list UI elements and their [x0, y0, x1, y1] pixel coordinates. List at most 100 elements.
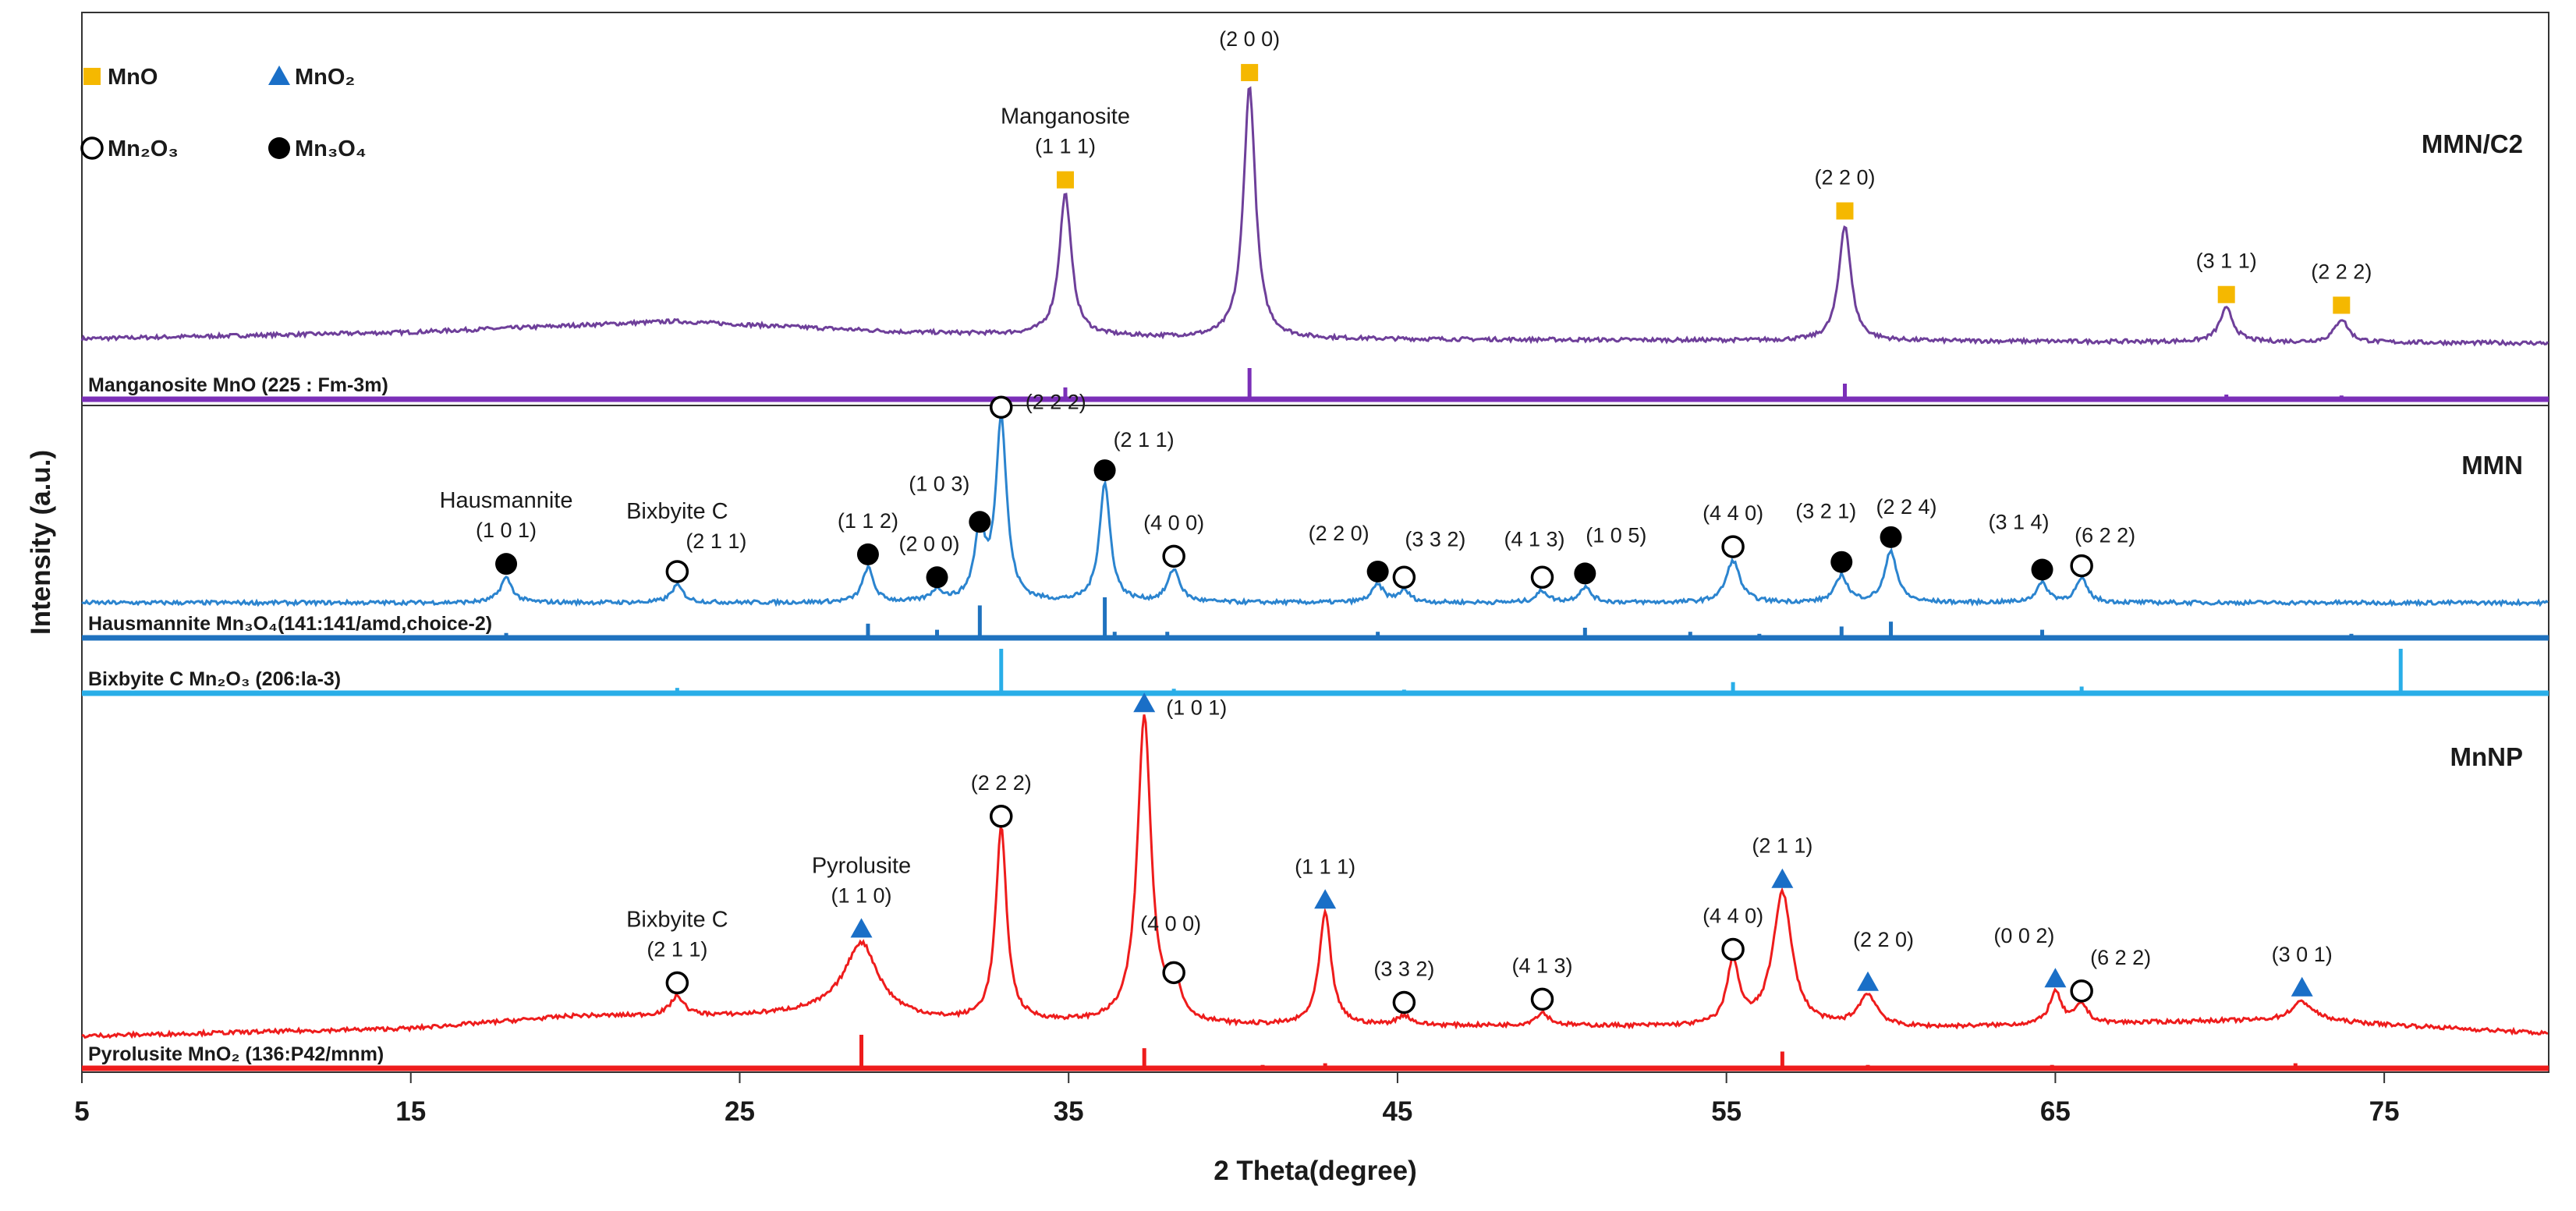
trace-mnnp — [81, 714, 2549, 1039]
mn2o3-open-circle-marker — [2070, 979, 2093, 1003]
peak-label: (2 2 4) — [1876, 495, 1937, 519]
mn2o3-open-circle-marker — [989, 805, 1013, 828]
phase-label: Manganosite — [1001, 104, 1130, 129]
mn3o4-filled-circle-marker — [2031, 558, 2053, 581]
x-tick-label: 45 — [1382, 1096, 1412, 1127]
peak-label: (1 1 1) — [1035, 135, 1096, 158]
mn2o3-open-circle-marker — [80, 136, 104, 160]
peak-label: (1 0 3) — [909, 472, 969, 495]
peak-label: (2 1 1) — [647, 937, 707, 961]
mn3o4-filled-circle-marker — [969, 511, 991, 533]
peak-label: (4 4 0) — [1703, 904, 1763, 927]
peak-label: (3 1 1) — [2196, 250, 2257, 273]
mn2o3-open-circle-marker — [1162, 544, 1185, 568]
mno-square-marker — [1056, 171, 1074, 189]
mn3o4-filled-circle-marker — [856, 543, 879, 565]
x-axis-label: 2 Theta(degree) — [1214, 1156, 1417, 1186]
peak-label: (2 2 2) — [971, 771, 1032, 795]
peak-label: (1 0 1) — [1166, 696, 1227, 719]
mno2-triangle-marker — [1314, 889, 1337, 909]
x-tick-label: 5 — [74, 1096, 89, 1127]
peak-label: (1 1 1) — [1295, 855, 1355, 878]
legend: MnO MnO₂ Mn₂O₃ Mn₃O₄ — [80, 65, 367, 161]
peak-label: (0 0 2) — [1993, 924, 2054, 947]
peak-annotations: MMN/C2 Manganosite MnO (225 : Fm-3m) (1 1 … — [88, 27, 2523, 1065]
reference-name: Pyrolusite MnO₂ (136:P42/mnm) — [88, 1043, 384, 1065]
reference-name: Hausmannite Mn₃O₄(141:141/amd,choice-2) — [88, 613, 492, 635]
x-tick-label: 55 — [1711, 1096, 1742, 1127]
mno2-triangle-marker — [2044, 968, 2067, 988]
mn3o4-filled-circle-marker — [268, 137, 290, 159]
phase-label: Pyrolusite — [812, 853, 911, 878]
mn2o3-open-circle-marker — [1530, 987, 1554, 1011]
peak-label: (2 1 1) — [686, 529, 746, 553]
peak-label: (2 0 0) — [898, 532, 959, 555]
sample-traces — [80, 86, 2549, 1039]
mno-square-marker — [2217, 285, 2235, 303]
mno2-triangle-marker — [1857, 971, 1880, 991]
mno-square-marker — [1241, 64, 1259, 82]
mn3o4-filled-circle-marker — [1880, 526, 1902, 548]
peak-label: (4 0 0) — [1140, 912, 1201, 935]
peak-label: (2 2 0) — [1309, 522, 1369, 545]
legend-label: MnO₂ — [295, 65, 355, 90]
peak-label: (2 1 1) — [1752, 834, 1812, 858]
peak-label: (2 0 0) — [1219, 27, 1280, 51]
legend-label: Mn₃O₄ — [295, 136, 367, 161]
mn2o3-open-circle-marker — [1162, 961, 1185, 985]
x-tick-label: 15 — [395, 1096, 426, 1127]
plot-border — [81, 12, 2549, 1073]
reference-name: Bixbyite C Mn₂O₃ (206:la-3) — [88, 668, 341, 690]
axes: 5 15 25 35 45 55 65 75 2 Theta(degree) Intensity … — [26, 450, 2400, 1186]
peak-label: (4 0 0) — [1143, 511, 1204, 534]
mn2o3-open-circle-marker — [1392, 990, 1416, 1014]
peak-label: (4 1 3) — [1504, 527, 1564, 551]
mn2o3-open-circle-marker — [1392, 565, 1416, 590]
mn2o3-open-circle-marker — [665, 560, 689, 583]
peak-label: (6 2 2) — [2090, 946, 2151, 969]
mn2o3-open-circle-marker — [989, 395, 1013, 419]
mno2-triangle-marker — [1771, 868, 1794, 888]
mn3o4-filled-circle-marker — [1574, 562, 1596, 585]
mno2-triangle-marker — [850, 918, 873, 938]
peak-label: (1 1 0) — [831, 883, 891, 907]
phase-label: Bixbyite C — [626, 499, 728, 524]
peak-label: (4 1 3) — [1511, 954, 1572, 977]
sample-label: MMN/C2 — [2422, 129, 2523, 158]
mno2-triangle-marker — [2291, 976, 2313, 997]
peak-label: (2 1 1) — [1114, 428, 1175, 451]
mn3o4-filled-circle-marker — [495, 553, 518, 575]
x-tick-label: 35 — [1054, 1096, 1084, 1127]
sample-label: MMN — [2461, 451, 2523, 480]
mno2-triangle-marker — [1133, 692, 1156, 713]
mn2o3-open-circle-marker — [1721, 937, 1745, 961]
legend-label: MnO — [108, 65, 158, 90]
peak-label: (3 1 4) — [1989, 511, 2050, 534]
peak-label: (2 2 2) — [2311, 260, 2372, 283]
phase-label: Bixbyite C — [626, 907, 728, 932]
peak-label: (2 2 2) — [1026, 390, 1086, 413]
peak-label: (3 0 1) — [2272, 943, 2333, 966]
mno-square-marker — [83, 68, 101, 85]
peak-label: (3 3 2) — [1373, 958, 1434, 981]
peak-label: (1 0 1) — [476, 519, 537, 542]
reference-patterns — [82, 368, 2549, 1071]
peak-label: (1 0 5) — [1586, 523, 1646, 547]
sample-label: MnNP — [2450, 742, 2524, 771]
peak-label: (4 4 0) — [1703, 501, 1763, 525]
peak-label: (3 3 2) — [1405, 527, 1465, 551]
mn3o4-filled-circle-marker — [1093, 459, 1116, 482]
y-axis-label: Intensity (a.u.) — [26, 450, 56, 635]
mn3o4-filled-circle-marker — [1830, 551, 1853, 573]
reference-name: Manganosite MnO (225 : Fm-3m) — [88, 374, 388, 396]
mno-square-marker — [1836, 202, 1854, 220]
trace-mmn — [81, 411, 2549, 607]
peak-label: (6 2 2) — [2075, 524, 2135, 547]
mno-square-marker — [2333, 296, 2351, 314]
peak-label: (2 2 0) — [1814, 166, 1875, 189]
legend-label: Mn₂O₃ — [108, 136, 179, 161]
mn2o3-open-circle-marker — [1530, 565, 1554, 590]
peak-label: (3 2 1) — [1795, 500, 1856, 523]
x-tick-label: 75 — [2369, 1096, 2400, 1127]
